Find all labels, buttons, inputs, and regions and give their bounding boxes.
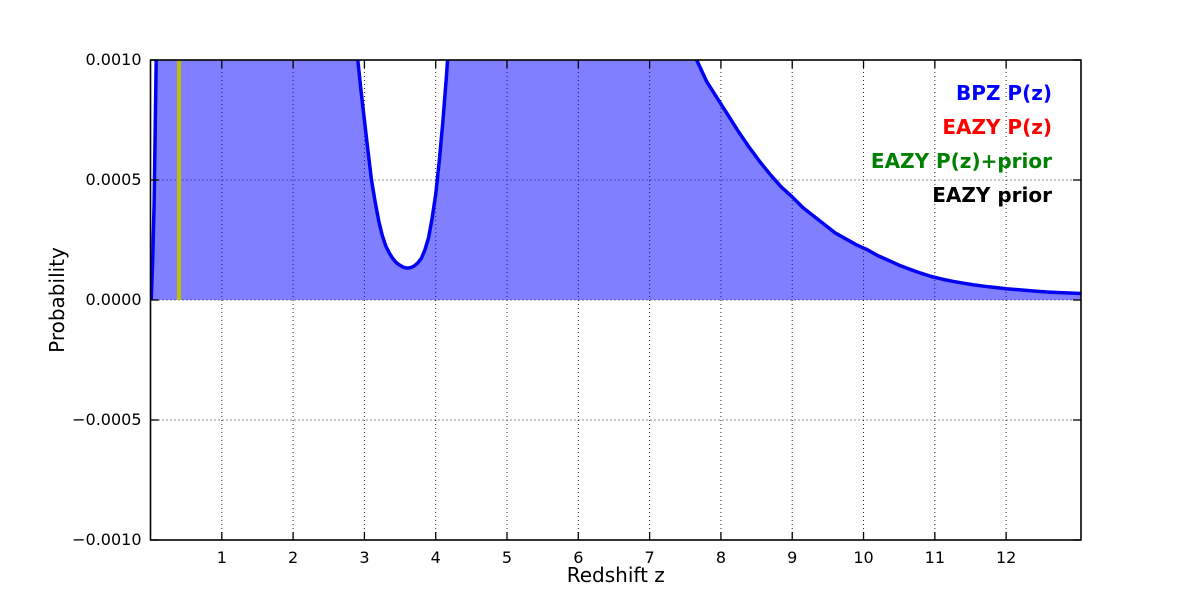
x-tick-label: 12 [995, 548, 1017, 567]
x-tick-label: 10 [853, 548, 874, 567]
y-tick-label: −0.0005 [72, 410, 142, 429]
x-tick-label: 5 [501, 548, 513, 567]
y-tick-label: 0.0010 [85, 50, 142, 69]
legend-entry: EAZY P(z) [942, 115, 1052, 139]
x-tick-label: 9 [787, 548, 798, 567]
y-tick-label: 0.0000 [85, 290, 142, 309]
legend-entry: BPZ P(z) [956, 81, 1052, 105]
y-tick-label: −0.0010 [72, 530, 142, 549]
y-axis-title: Probability [45, 247, 69, 353]
legend: BPZ P(z) EAZY P(z) EAZY P(z)+prior EAZY pri… [871, 76, 1052, 212]
x-tick-label: 8 [715, 548, 726, 567]
legend-entry: EAZY P(z)+prior [870, 149, 1052, 173]
x-tick-label: 2 [288, 548, 299, 567]
x-tick-label: 7 [644, 548, 655, 567]
y-tick-label: 0.0005 [85, 170, 142, 189]
x-tick-label: 6 [573, 548, 584, 567]
legend-entry: EAZY prior [932, 183, 1052, 207]
pz-curve [150, 60, 1081, 301]
x-tick-label: 1 [216, 548, 227, 567]
x-axis-title: Redshift z [566, 563, 665, 587]
plot-border [149, 59, 1082, 541]
x-tick-label: 3 [359, 548, 370, 567]
x-tick-label: 11 [924, 548, 946, 567]
x-tick-label: 4 [430, 548, 441, 567]
